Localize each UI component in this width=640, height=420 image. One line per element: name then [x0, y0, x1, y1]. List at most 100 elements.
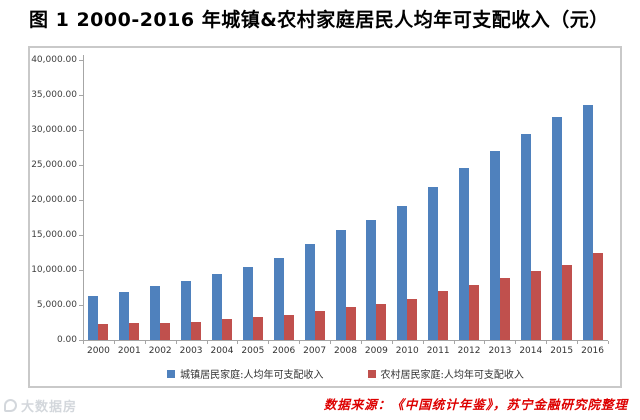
y-tick-label: 20,000.00	[31, 195, 77, 205]
x-tick-label: 2004	[210, 346, 234, 356]
x-tick-mark	[422, 341, 424, 344]
x-tick-label: 2002	[148, 346, 172, 356]
y-tick-label: 5,000.00	[36, 300, 77, 310]
x-axis-line	[83, 340, 608, 341]
y-axis-line	[83, 55, 84, 340]
bar-rural-2012	[469, 284, 480, 340]
x-tick-label: 2012	[457, 346, 481, 356]
y-tick-mark	[79, 340, 83, 341]
bar-urban-2011	[428, 187, 439, 340]
bar-urban-2013	[489, 151, 500, 340]
bar-urban-2003	[181, 280, 192, 340]
x-tick-label: 2014	[519, 346, 543, 356]
y-tick-mark	[79, 270, 83, 271]
watermark: 大数据房	[4, 396, 77, 415]
x-tick-mark	[237, 341, 239, 344]
legend: 城镇居民家庭:人均年可支配收入 农村居民家庭:人均年可支配收入	[83, 366, 608, 381]
bar-urban-2005	[242, 266, 253, 340]
bar-rural-2011	[438, 291, 449, 340]
plot-area: 2000 2001 2002 2003 2004 2005 2006 2007 2008 2009…	[83, 48, 609, 358]
bar-urban-2012	[459, 168, 470, 340]
bar-urban-2008	[335, 229, 346, 340]
x-tick-mark	[360, 341, 362, 344]
x-tick-mark	[206, 341, 208, 344]
bar-rural-2001	[129, 323, 140, 340]
chart-title: 图 1 2000-2016 年城镇&农村家庭居民人均年可支配收入（元）	[29, 9, 609, 31]
y-tick-mark	[79, 235, 83, 236]
source-note: 数据来源：《中国统计年鉴》，苏宁金融研究院整理	[323, 397, 628, 412]
y-tick-mark	[79, 305, 83, 306]
x-tick-mark	[175, 341, 177, 344]
x-tick-mark	[577, 341, 579, 344]
x-tick-label: 2016	[581, 346, 604, 356]
y-tick-label: 30,000.00	[31, 125, 77, 135]
x-tick-mark	[268, 341, 270, 344]
x-tick-label: 2013	[488, 346, 512, 356]
bar-urban-2009	[366, 219, 377, 340]
bars-layer	[83, 48, 608, 340]
x-tick-label: 2007	[303, 346, 327, 356]
bar-rural-2013	[499, 277, 510, 340]
y-tick-label: 10,000.00	[31, 265, 77, 275]
y-tick-label: 40,000.00	[31, 55, 77, 65]
bar-urban-2010	[397, 206, 408, 340]
y-tick-label: 0.00	[56, 335, 77, 345]
bar-urban-2015	[551, 117, 562, 340]
bar-rural-2009	[376, 303, 387, 340]
bar-urban-2006	[273, 257, 284, 340]
x-tick-mark	[484, 341, 486, 344]
x-tick-label: 2003	[179, 346, 203, 356]
y-tick-mark	[79, 95, 83, 96]
bar-urban-2007	[304, 243, 315, 340]
x-tick-mark	[113, 341, 115, 344]
x-tick-mark	[515, 341, 517, 344]
bar-rural-2007	[314, 311, 325, 340]
x-tick-mark	[330, 341, 332, 344]
legend-label-urban: 城镇居民家庭:人均年可支配收入	[180, 370, 324, 381]
x-tick-label: 2001	[117, 346, 141, 356]
bar-rural-2010	[407, 298, 418, 340]
legend-label-rural: 农村居民家庭:人均年可支配收入	[380, 370, 524, 381]
bar-rural-2002	[160, 322, 171, 340]
y-tick-mark	[79, 60, 83, 61]
bar-urban-2016	[582, 104, 593, 340]
y-tick-label: 15,000.00	[31, 230, 77, 240]
y-tick-label: 35,000.00	[31, 90, 77, 100]
legend-item-urban: 城镇居民家庭:人均年可支配收入	[167, 366, 324, 381]
bar-urban-2001	[119, 291, 130, 340]
bar-urban-2002	[150, 286, 161, 340]
y-tick-mark	[79, 200, 83, 201]
x-tick-label: 2000	[86, 346, 110, 356]
x-tick-label: 2009	[364, 346, 388, 356]
x-tick-label: 2005	[241, 346, 265, 356]
bar-urban-2000	[88, 296, 99, 340]
x-tick-mark	[391, 341, 393, 344]
legend-swatch-rural-icon	[367, 369, 376, 378]
legend-swatch-urban-icon	[167, 369, 176, 378]
x-tick-mark	[608, 341, 609, 344]
x-tick-mark	[144, 341, 146, 344]
watermark-text: 大数据房	[21, 400, 78, 415]
y-tick-mark	[79, 165, 83, 166]
watermark-logo-icon	[4, 399, 17, 412]
x-tick-mark	[453, 341, 455, 344]
bar-urban-2004	[211, 274, 222, 340]
x-tick-mark	[299, 341, 301, 344]
y-axis: 0.00 5,000.00 10,000.00 15,000.00 20,000.00 2…	[30, 48, 620, 386]
bar-rural-2005	[252, 317, 263, 340]
x-tick-mark	[83, 341, 84, 344]
x-tick-label: 2015	[550, 346, 574, 356]
chart-frame: 0.00 5,000.00 10,000.00 15,000.00 20,000.00 2…	[28, 46, 622, 388]
bar-rural-2015	[561, 264, 572, 340]
x-tick-mark	[546, 341, 548, 344]
y-tick-label: 25,000.00	[31, 160, 77, 170]
bar-rural-2006	[283, 314, 294, 340]
bar-rural-2014	[530, 270, 541, 340]
x-tick-label: 2006	[272, 346, 296, 356]
bar-rural-2016	[592, 253, 603, 340]
legend-item-rural: 农村居民家庭:人均年可支配收入	[367, 366, 524, 381]
bar-rural-2000	[98, 324, 109, 340]
bar-rural-2004	[221, 319, 232, 340]
x-tick-label: 2008	[334, 346, 357, 356]
